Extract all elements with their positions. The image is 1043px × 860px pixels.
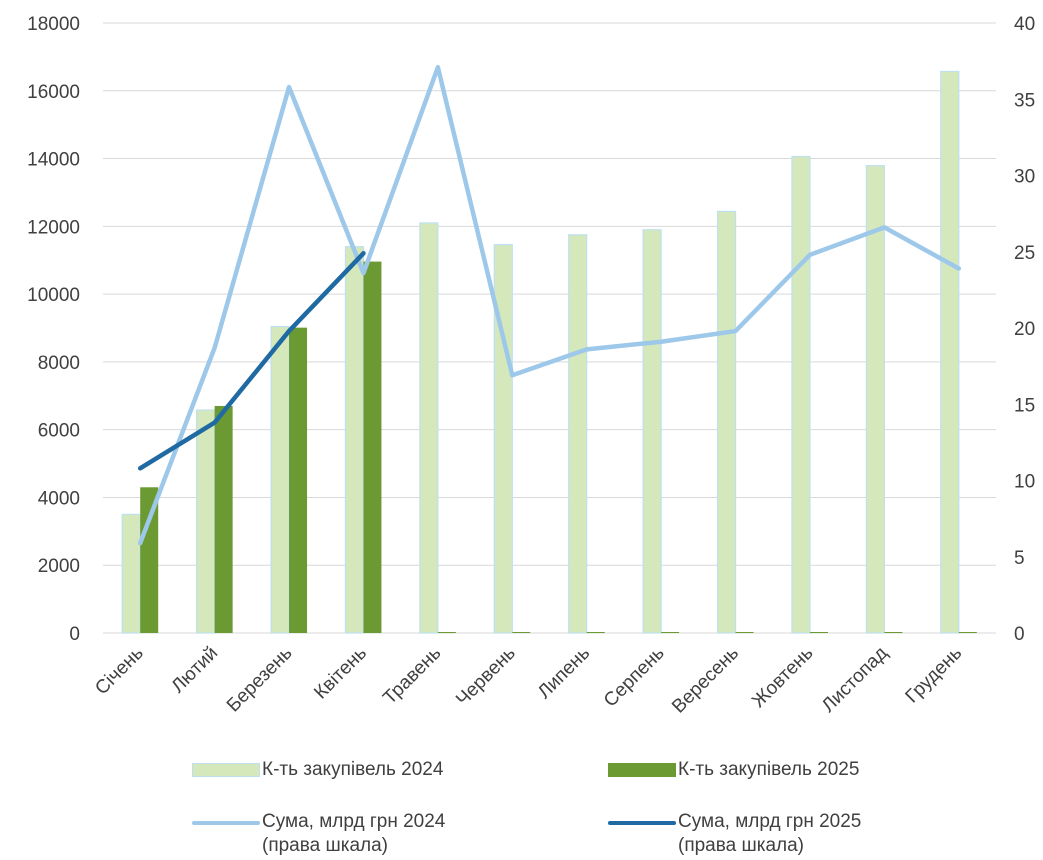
line-2025 bbox=[137, 251, 366, 471]
bar-2025 bbox=[661, 632, 680, 633]
x-tick-label: Вересень bbox=[668, 643, 743, 718]
bar-2025 bbox=[512, 632, 531, 633]
bar-2025 bbox=[214, 405, 233, 633]
bar-2024 bbox=[121, 513, 141, 634]
bar-2025 bbox=[437, 632, 456, 633]
bar-2024 bbox=[419, 222, 439, 634]
left-tick-label: 16000 bbox=[27, 82, 80, 103]
right-tick-label: 20 bbox=[1014, 319, 1035, 340]
legend-swatch-line-2025 bbox=[608, 821, 676, 825]
x-tick-label: Жовтень bbox=[748, 643, 817, 712]
line-2024 bbox=[137, 64, 962, 546]
left-tick-label: 14000 bbox=[27, 150, 80, 171]
legend-item-line-2024: Сума, млрд грн 2024 (права шкала) bbox=[192, 810, 445, 858]
bar-2025 bbox=[586, 632, 605, 633]
legend-label-bar-2024: К-ть закупівель 2024 bbox=[262, 759, 444, 780]
legend-item-bar-2024: К-ть закупівель 2024 bbox=[192, 758, 443, 782]
x-tick-label: Червень bbox=[452, 643, 520, 711]
x-tick-label: Листопад bbox=[818, 643, 892, 717]
left-tick-label: 18000 bbox=[27, 14, 80, 35]
bar-2024 bbox=[196, 409, 216, 634]
right-tick-label: 15 bbox=[1014, 395, 1035, 416]
bar-2024 bbox=[344, 246, 365, 634]
right-tick-label: 0 bbox=[1014, 624, 1025, 645]
left-tick-label: 4000 bbox=[38, 488, 80, 509]
bar-2024 bbox=[493, 244, 513, 634]
bar-2024 bbox=[940, 70, 960, 634]
left-tick-label: 8000 bbox=[38, 353, 80, 374]
lines bbox=[137, 64, 962, 546]
legend-label-line-2025: Сума, млрд грн 2025 (права шкала) bbox=[678, 811, 862, 856]
x-tick-label: Грудень bbox=[902, 643, 967, 708]
left-tick-label: 0 bbox=[69, 624, 80, 645]
bar-2024 bbox=[642, 229, 662, 634]
legend-swatch-line-2024 bbox=[192, 821, 260, 825]
combo-chart-plot: 0 2000 4000 6000 8000 10000 12000 14000 16000 180… bbox=[27, 14, 1035, 718]
legend-swatch-bar-2024 bbox=[192, 763, 260, 777]
right-tick-label: 25 bbox=[1014, 243, 1035, 264]
legend-swatch-bar-2025 bbox=[608, 763, 676, 777]
x-tick-label: Травень bbox=[379, 643, 445, 709]
bar-2024 bbox=[568, 234, 588, 634]
legend-label-line-2024: Сума, млрд грн 2024 (права шкала) bbox=[262, 811, 446, 856]
bar-2025 bbox=[140, 487, 159, 633]
left-tick-label: 6000 bbox=[38, 421, 80, 442]
bar-2025 bbox=[958, 632, 977, 633]
legend-label-bar-2025: К-ть закупівель 2025 bbox=[678, 759, 860, 780]
bar-2025 bbox=[735, 632, 754, 633]
bar-2024 bbox=[865, 165, 885, 634]
left-tick-label: 10000 bbox=[27, 285, 80, 306]
bar-2025 bbox=[363, 261, 382, 633]
bar-2025 bbox=[289, 327, 308, 633]
right-axis-ticks: 0 5 10 15 20 25 30 35 40 bbox=[1014, 14, 1035, 645]
right-tick-label: 35 bbox=[1014, 90, 1035, 111]
x-tick-label: Серпень bbox=[600, 643, 669, 712]
legend-item-line-2025: Сума, млрд грн 2025 (права шкала) bbox=[608, 810, 861, 858]
right-tick-label: 10 bbox=[1014, 472, 1035, 493]
bars bbox=[121, 70, 977, 634]
bar-2025 bbox=[809, 632, 828, 633]
left-tick-label: 2000 bbox=[38, 556, 80, 577]
right-tick-label: 30 bbox=[1014, 167, 1035, 188]
x-tick-label: Березень bbox=[223, 643, 297, 717]
x-tick-label: Квітень bbox=[310, 643, 371, 704]
right-tick-label: 40 bbox=[1014, 14, 1035, 35]
x-axis-ticks: Січень Лютий Березень Квітень Травень Червень… bbox=[91, 643, 966, 718]
bar-2025 bbox=[884, 632, 903, 633]
gridlines bbox=[103, 22, 996, 634]
right-tick-label: 5 bbox=[1014, 548, 1025, 569]
bar-2024 bbox=[791, 155, 811, 634]
x-tick-label: Січень bbox=[91, 643, 147, 699]
legend-item-bar-2025: К-ть закупівель 2025 bbox=[608, 758, 859, 782]
left-tick-label: 12000 bbox=[27, 217, 80, 238]
bar-2024 bbox=[270, 326, 290, 634]
bar-2024 bbox=[716, 210, 737, 634]
legend: К-ть закупівель 2024 К-ть закупівель 202… bbox=[0, 745, 1043, 860]
x-tick-label: Лютий bbox=[168, 643, 223, 698]
x-tick-label: Липень bbox=[534, 643, 594, 703]
left-axis-ticks: 0 2000 4000 6000 8000 10000 12000 14000 16000 180… bbox=[27, 14, 80, 645]
